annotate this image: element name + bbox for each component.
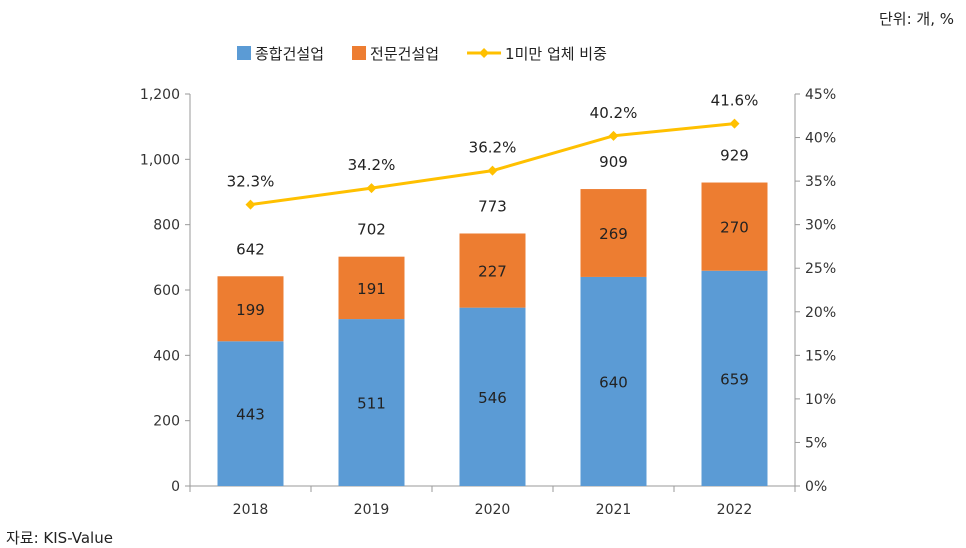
ratio-value-label: 32.3% [227, 173, 275, 191]
y2-tick-label: 35% [805, 174, 836, 190]
bar-value-label: 270 [720, 219, 749, 237]
x-tick-label: 2022 [717, 502, 753, 518]
y2-tick-label: 20% [805, 305, 836, 321]
y2-tick-label: 10% [805, 392, 836, 408]
ratio-point-marker [366, 183, 377, 194]
ratio-point-marker [487, 165, 498, 176]
bar-value-label: 443 [236, 406, 265, 424]
bar-value-label: 511 [357, 395, 386, 413]
ratio-point-marker [245, 199, 256, 210]
bar-segment-general [701, 270, 768, 486]
x-tick-label: 2019 [354, 502, 390, 518]
ratio-point-marker [608, 130, 619, 141]
legend-label: 전문건설업 [370, 45, 439, 63]
legend-label: 종합건설업 [255, 45, 324, 63]
bar-value-label: 640 [599, 373, 628, 391]
y2-tick-label: 45% [805, 87, 836, 103]
data-labels: 443 199 642 511 191 702 546 227 773 640 269 909 659 2… [227, 92, 759, 424]
total-label: 702 [357, 221, 386, 239]
legend-swatch [237, 46, 251, 60]
y-tick-label: 200 [153, 414, 180, 430]
bar-value-label: 269 [599, 225, 628, 243]
legend-label: 1미만 업체 비중 [505, 45, 607, 63]
bar-segment-general [459, 307, 526, 486]
y-tick-label: 1,200 [140, 87, 180, 103]
ratio-value-label: 41.6% [711, 92, 759, 110]
legend-swatch [352, 46, 367, 60]
ratio-value-label: 40.2% [590, 104, 638, 122]
total-label: 642 [236, 240, 265, 258]
x-tick-label: 2020 [475, 502, 511, 518]
total-label: 929 [720, 147, 749, 165]
y2-tick-label: 30% [805, 218, 836, 234]
ratio-value-label: 34.2% [348, 156, 396, 174]
y-tick-label: 1,000 [140, 152, 180, 168]
bar-value-label: 191 [357, 280, 386, 298]
bar-segment-general [217, 341, 284, 486]
bar-value-label: 659 [720, 370, 749, 388]
bar-segment-specialty [217, 276, 284, 342]
bar-segment-general [338, 319, 405, 486]
x-tick-label: 2021 [596, 502, 632, 518]
y-tick-label: 400 [153, 348, 180, 364]
y-tick-label: 600 [153, 283, 180, 299]
bar-segment-specialty [338, 256, 405, 320]
bar-segment-specialty [459, 233, 526, 308]
bar-segment-specialty [580, 189, 647, 277]
ratio-point-marker [729, 118, 740, 129]
y2-tick-label: 40% [805, 131, 836, 147]
y2-tick-label: 15% [805, 348, 836, 364]
y2-tick-label: 25% [805, 261, 836, 277]
bar-value-label: 227 [478, 263, 507, 281]
bar-value-label: 546 [478, 389, 507, 407]
total-label: 773 [478, 197, 507, 215]
bar-segment-specialty [701, 182, 768, 271]
unit-note: 단위: 개, % [878, 10, 954, 28]
source-note: 자료: KIS-Value [6, 529, 113, 547]
y2-tick-label: 0% [805, 479, 827, 495]
total-label: 909 [599, 153, 628, 171]
ratio-value-label: 36.2% [469, 139, 517, 157]
x-tick-label: 2018 [233, 502, 269, 518]
bars [217, 182, 768, 486]
y-tick-label: 0 [171, 479, 180, 495]
axes: 0 200 400 600 800 1,000 1,200 0% 5% 10% 15% 20% 25% 3… [140, 87, 836, 518]
legend: 종합건설업 전문건설업 1미만 업체 비중 [237, 45, 607, 63]
y2-tick-label: 5% [805, 435, 827, 451]
ratio-line [245, 118, 740, 210]
bar-segment-general [580, 276, 647, 486]
ratio-line-path [250, 122, 735, 207]
bar-value-label: 199 [236, 301, 265, 319]
legend-marker [479, 48, 490, 58]
y-tick-label: 800 [153, 218, 180, 234]
